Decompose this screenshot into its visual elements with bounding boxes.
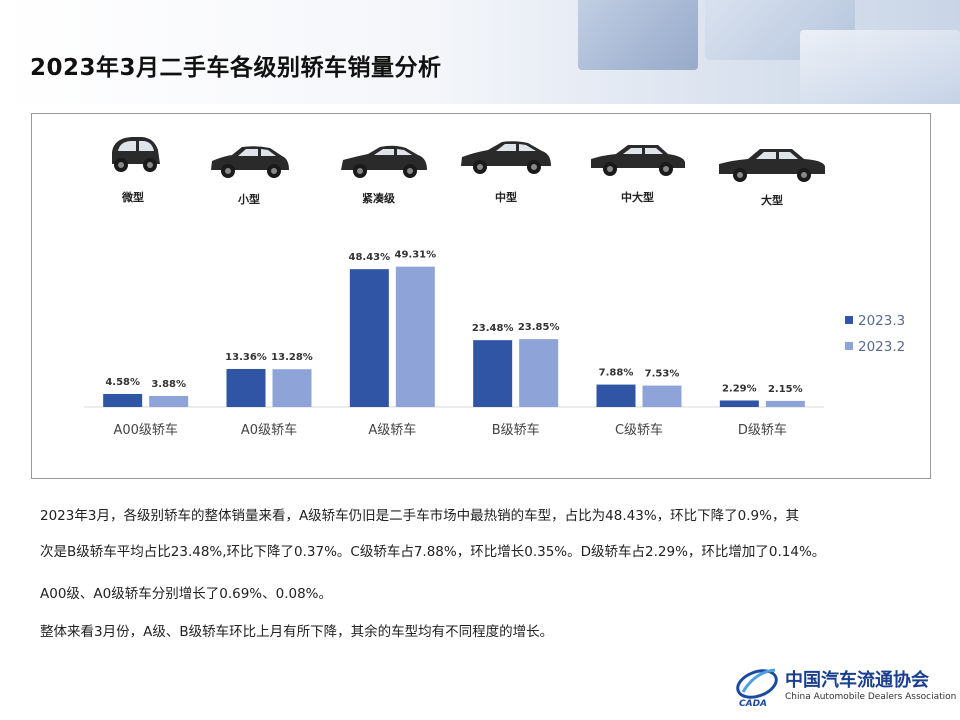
data-label: 2.15% bbox=[768, 384, 803, 395]
bar bbox=[642, 385, 682, 407]
compact-car-icon bbox=[341, 145, 427, 178]
bar bbox=[349, 269, 389, 407]
description-line: 整体来看3月份，A级、B级轿车环比上月有所下降，其余的车型均有不同程度的增长。 bbox=[40, 624, 554, 640]
cada-emblem-icon: CADA bbox=[736, 668, 778, 709]
car-type-label: 微型 bbox=[122, 191, 144, 204]
description-line: 次是B级轿车平均占比23.48%,环比下降了0.37%。C级轿车占7.88%，环… bbox=[40, 544, 826, 560]
data-label: 13.28% bbox=[271, 352, 313, 363]
cada-mark-text: CADA bbox=[739, 699, 767, 708]
legend-swatch bbox=[845, 316, 853, 324]
bar bbox=[719, 400, 759, 407]
car-type-label: 中大型 bbox=[621, 191, 654, 204]
cada-logo: CADA 中国汽车流通协会 China Automobile Dealers A… bbox=[733, 662, 957, 712]
x-tick-label: C级轿车 bbox=[615, 422, 663, 438]
car-type-label: 中型 bbox=[495, 191, 517, 204]
bar bbox=[395, 266, 435, 407]
x-tick-label: B级轿车 bbox=[492, 422, 540, 438]
data-label: 7.53% bbox=[645, 369, 680, 380]
data-label: 23.48% bbox=[472, 323, 514, 334]
banner-decoration bbox=[578, 0, 698, 70]
bar bbox=[149, 395, 189, 407]
x-tick-label: A00级轿车 bbox=[113, 422, 177, 438]
large-car-icon bbox=[719, 149, 825, 182]
logo-en-text: China Automobile Dealers Association bbox=[785, 692, 957, 702]
bar bbox=[103, 393, 143, 407]
small-car-icon bbox=[211, 146, 289, 178]
legend-swatch bbox=[845, 342, 853, 350]
bar bbox=[596, 384, 636, 407]
legend-label: 2023.3 bbox=[858, 313, 905, 329]
description-line: 2023年3月，各级别轿车的整体销量来看，A级轿车仍旧是二手车市场中最热销的车型… bbox=[40, 508, 799, 524]
bar bbox=[765, 400, 805, 407]
data-label: 3.88% bbox=[151, 379, 186, 390]
logo-cn-text: 中国汽车流通协会 bbox=[785, 670, 929, 691]
header-banner: 2023年3月二手车各级别轿车销量分析 bbox=[0, 0, 960, 104]
microcar-icon bbox=[112, 137, 160, 172]
bar bbox=[226, 368, 266, 407]
x-tick-label: A级轿车 bbox=[368, 422, 416, 438]
data-label: 23.85% bbox=[518, 322, 560, 333]
data-label: 13.36% bbox=[225, 352, 267, 363]
banner-decoration bbox=[800, 30, 960, 104]
car-type-label: 紧凑级 bbox=[362, 192, 395, 205]
bar bbox=[272, 369, 312, 407]
bar bbox=[519, 339, 559, 407]
car-type-label: 小型 bbox=[238, 193, 260, 206]
data-label: 4.58% bbox=[105, 377, 140, 388]
bar bbox=[473, 340, 513, 407]
data-label: 48.43% bbox=[349, 252, 391, 263]
x-tick-label: A0级轿车 bbox=[241, 422, 297, 438]
data-label: 49.31% bbox=[395, 250, 437, 261]
legend-label: 2023.2 bbox=[858, 339, 905, 355]
large-midsize-car-icon bbox=[591, 145, 685, 176]
chart-panel: 微型 小型 紧凑级 中型 中大型 大型 4.58% 3.88% A00级轿车 13.3… bbox=[31, 113, 931, 479]
car-type-label: 大型 bbox=[761, 194, 783, 207]
page-title: 2023年3月二手车各级别轿车销量分析 bbox=[30, 55, 442, 81]
bar-chart: 4.58% 3.88% A00级轿车 13.36% 13.28% A0级轿车 48.43% 4… bbox=[84, 250, 905, 438]
data-label: 7.88% bbox=[599, 368, 634, 379]
description-line: A00级、A0级轿车分别增长了0.69%、0.08%。 bbox=[40, 586, 333, 602]
x-tick-label: D级轿车 bbox=[738, 422, 787, 438]
data-label: 2.29% bbox=[722, 383, 757, 394]
midsize-car-icon bbox=[461, 141, 551, 174]
